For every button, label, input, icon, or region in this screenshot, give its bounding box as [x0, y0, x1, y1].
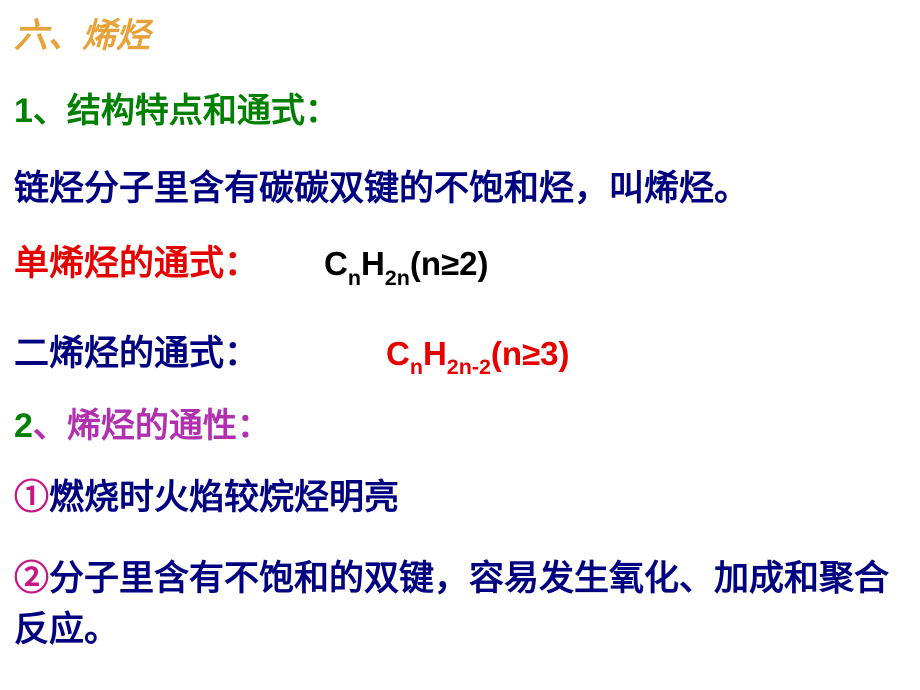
formula2-c: C [386, 335, 410, 372]
formula1-label: 单烯烃的通式： [14, 235, 324, 286]
section-2-number: 2 [14, 407, 33, 445]
section-1-label: 、结构特点和通式： [33, 92, 339, 130]
formula2-label: 二烯烃的通式： [14, 325, 324, 376]
point-2-text: 分子里含有不饱和的双键，容易发生氧化、加成和聚合反应。 [14, 559, 889, 649]
formula1-sub2: 2n [385, 266, 410, 290]
section-2-heading: 2、烯烃的通性： [14, 398, 900, 447]
point-2: ②分子里含有不饱和的双键，容易发生氧化、加成和聚合反应。 [14, 554, 900, 656]
section-2-label: 、烯烃的通性： [33, 407, 271, 445]
formula1-h: H [361, 245, 385, 282]
formula2-h: H [423, 335, 447, 372]
formula2-sub2: 2n-2 [447, 355, 491, 379]
point-2-number: ② [14, 559, 49, 598]
formula1: CnH2n(n≥2) [324, 245, 488, 289]
section-1-number: 1 [14, 92, 33, 130]
point-1: ①燃烧时火焰较烷烃明亮 [14, 473, 900, 524]
formula1-row: 单烯烃的通式： CnH2n(n≥2) [14, 235, 900, 289]
point-1-text: 燃烧时火焰较烷烃明亮 [49, 478, 399, 517]
section-title: 六、烯烃 [14, 8, 900, 57]
definition-text: 链烃分子里含有碳碳双键的不饱和烃，叫烯烃。 [14, 164, 900, 213]
formula1-c: C [324, 245, 348, 282]
formula2-sub1: n [410, 355, 423, 379]
formula1-sub1: n [348, 266, 361, 290]
section-1-heading: 1、结构特点和通式： [14, 83, 900, 132]
formula2-suffix: (n≥3) [491, 335, 570, 372]
point-1-number: ① [14, 478, 49, 517]
formula1-suffix: (n≥2) [410, 245, 489, 282]
formula2-row: 二烯烃的通式： CnH2n-2(n≥3) [14, 325, 900, 379]
formula2: CnH2n-2(n≥3) [386, 335, 570, 379]
